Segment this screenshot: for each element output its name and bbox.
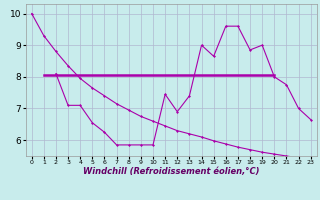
X-axis label: Windchill (Refroidissement éolien,°C): Windchill (Refroidissement éolien,°C) <box>83 167 260 176</box>
